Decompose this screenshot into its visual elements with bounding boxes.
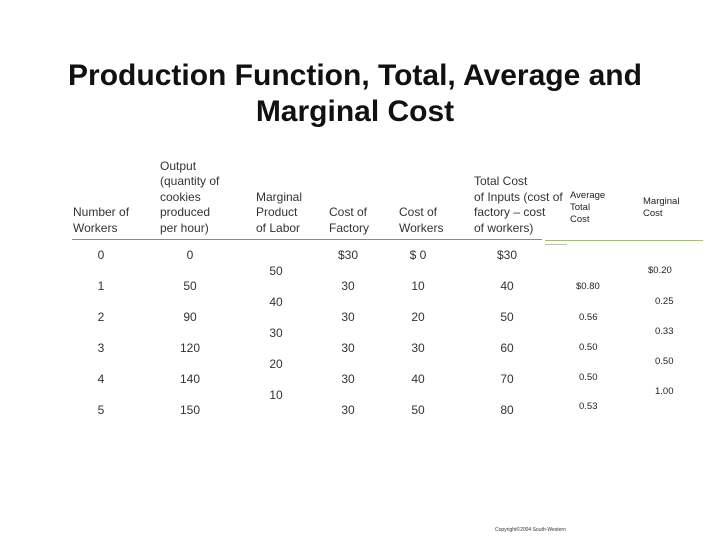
- cell-factory: $30: [337, 248, 359, 262]
- column-header-mpl: Marginal Product of Labor: [256, 190, 302, 237]
- cell-workers_cost: 50: [411, 403, 425, 417]
- cell-workers_cost: 40: [411, 372, 425, 386]
- marginal-cost-value: 0.25: [655, 296, 674, 307]
- header-line: per hour): [160, 220, 209, 235]
- avg-total-cost-header: Average Total Cost: [570, 190, 605, 226]
- header-line: Total Cost: [474, 174, 528, 188]
- cell-mpl: 40: [269, 295, 283, 309]
- header-line: produced: [160, 205, 211, 219]
- header-line: factory – cost: [474, 205, 546, 219]
- header-line: of workers): [474, 220, 534, 235]
- cell-workers_cost: 20: [411, 310, 425, 324]
- header-line: of Inputs (cost of: [474, 189, 563, 204]
- cell-total_cost: 50: [500, 310, 514, 324]
- header-line: Number of: [73, 205, 130, 219]
- cell-workers: 3: [97, 341, 105, 355]
- cell-workers_cost: 30: [411, 341, 425, 355]
- cell-mpl: 30: [269, 326, 283, 340]
- header-line: Cost: [570, 214, 590, 225]
- copyright-notice: Copyright©2004 South-Western: [495, 527, 566, 533]
- cell-workers: 1: [97, 279, 105, 293]
- title-line-1: Production Function, Total, Average and: [68, 59, 642, 92]
- header-line: Workers: [399, 220, 444, 235]
- cell-total_cost: 60: [500, 341, 514, 355]
- marginal-cost-value: $0.20: [648, 265, 672, 276]
- header-line: Factory: [329, 220, 370, 235]
- cell-total_cost: 40: [500, 279, 514, 293]
- column-header-workers_cost: Cost of Workers: [399, 205, 443, 236]
- column-header-factory: Cost of Factory: [329, 205, 369, 236]
- marginal-cost-value: 0.50: [655, 356, 674, 367]
- header-line: Cost: [643, 208, 663, 219]
- header-line: Product: [256, 205, 298, 219]
- avg-total-cost-value: 0.56: [579, 312, 598, 323]
- cell-output: 140: [179, 372, 201, 386]
- header-line: Total: [570, 202, 591, 213]
- header-line: Output: [160, 158, 197, 173]
- accent-rule-short: [545, 244, 567, 245]
- column-header-total_cost: Total Cost of Inputs (cost of factory – co…: [474, 174, 563, 236]
- cell-output: 150: [179, 403, 201, 417]
- cell-total_cost: 70: [500, 372, 514, 386]
- column-header-output: Output (quantity of cookies produced per hou…: [160, 159, 219, 237]
- slide-title: Production Function, Total, Average and …: [0, 58, 710, 130]
- column-header-workers: Number of Workers: [73, 205, 129, 236]
- cell-factory: 30: [341, 341, 355, 355]
- header-line: of Labor: [256, 220, 301, 235]
- marginal-cost-header: Marginal Cost: [643, 196, 679, 220]
- avg-total-cost-value: 0.50: [579, 342, 598, 353]
- cell-factory: 30: [341, 372, 355, 386]
- avg-total-cost-value: $0.80: [576, 281, 600, 292]
- header-line: Workers: [73, 220, 118, 235]
- header-line: Average: [570, 190, 606, 201]
- header-line: Marginal: [643, 196, 680, 207]
- cell-workers: 0: [97, 248, 105, 262]
- marginal-cost-value: 1.00: [655, 386, 674, 397]
- cell-factory: 30: [341, 403, 355, 417]
- cell-mpl: 20: [269, 357, 283, 371]
- cell-mpl: 50: [269, 264, 283, 278]
- accent-rule: [545, 240, 703, 241]
- header-line: (quantity of: [160, 174, 220, 188]
- header-line: Cost of: [399, 205, 438, 219]
- cell-output: 50: [183, 279, 197, 293]
- header-line: cookies: [160, 189, 201, 204]
- cell-output: 120: [179, 341, 201, 355]
- header-rule: [72, 239, 542, 240]
- cell-total_cost: $30: [496, 248, 518, 262]
- cell-workers: 2: [97, 310, 105, 324]
- title-line-2: Marginal Cost: [255, 95, 455, 128]
- cell-workers_cost: $ 0: [409, 248, 427, 262]
- cell-factory: 30: [341, 310, 355, 324]
- cell-factory: 30: [341, 279, 355, 293]
- header-line: Cost of: [329, 205, 368, 219]
- avg-total-cost-value: 0.50: [579, 372, 598, 383]
- cell-workers: 5: [97, 403, 105, 417]
- cell-workers_cost: 10: [411, 279, 425, 293]
- avg-total-cost-value: 0.53: [579, 401, 598, 412]
- marginal-cost-value: 0.33: [655, 326, 674, 337]
- cell-total_cost: 80: [500, 403, 514, 417]
- cell-mpl: 10: [269, 388, 283, 402]
- cell-output: 0: [186, 248, 194, 262]
- cell-output: 90: [183, 310, 197, 324]
- header-line: Marginal: [256, 189, 303, 204]
- cell-workers: 4: [97, 372, 105, 386]
